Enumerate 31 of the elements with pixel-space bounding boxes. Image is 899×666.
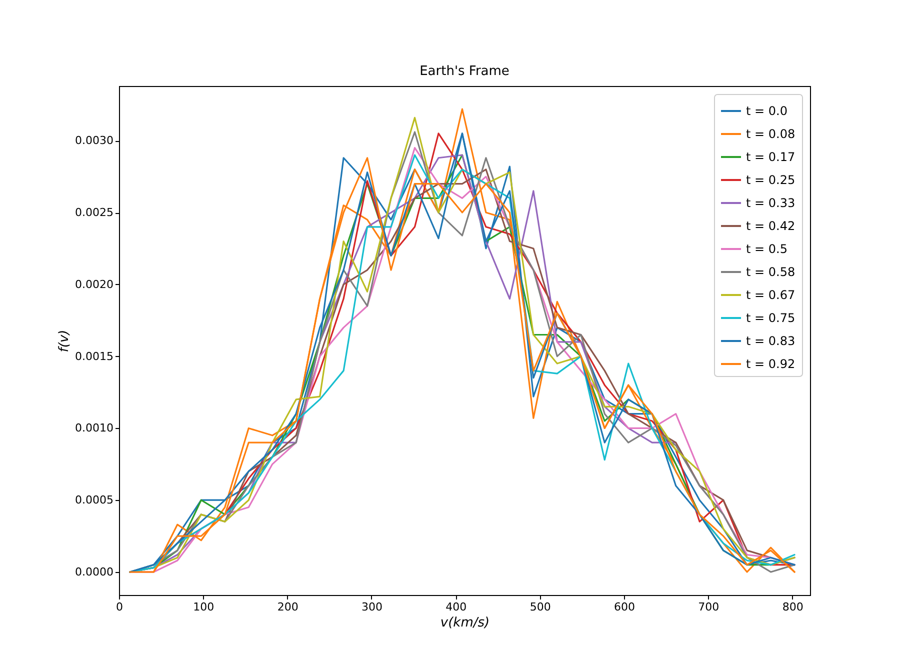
y-tick-label: 0.0000	[75, 565, 114, 578]
legend-label: t = 0.67	[746, 288, 796, 302]
legend-label: t = 0.58	[746, 265, 796, 279]
y-tick-label: 0.0030	[75, 134, 114, 148]
x-tick-label: 400	[446, 600, 467, 614]
x-tick-label: 700	[698, 600, 720, 614]
x-tick-label: 0	[116, 600, 123, 614]
legend-label: t = 0.42	[746, 219, 796, 233]
chart-title: Earth's Frame	[420, 64, 510, 79]
x-axis-title: v(km/s)	[440, 616, 490, 630]
x-tick-label: 800	[782, 600, 804, 614]
x-tick-label: 300	[361, 600, 382, 614]
legend-label: t = 0.0	[746, 104, 788, 118]
y-tick-label: 0.0020	[75, 278, 114, 291]
legend-label: t = 0.25	[746, 173, 796, 187]
legend-label: t = 0.5	[746, 242, 788, 256]
y-tick-label: 0.0010	[75, 422, 114, 435]
x-tick-label: 500	[530, 600, 551, 614]
x-tick-label: 600	[614, 600, 635, 614]
y-tick-label: 0.0005	[75, 494, 114, 507]
y-tick-label: 0.0025	[75, 206, 114, 220]
legend-label: t = 0.92	[746, 357, 796, 371]
y-tick-label: 0.0015	[75, 350, 114, 363]
legend-label: t = 0.17	[746, 150, 796, 164]
y-axis-title: f(v)	[57, 330, 72, 352]
legend-label: t = 0.75	[746, 311, 796, 325]
x-tick-label: 200	[277, 600, 298, 614]
x-tick-label: 100	[193, 600, 214, 614]
legend-label: t = 0.33	[746, 196, 796, 210]
legend-label: t = 0.08	[746, 127, 796, 141]
legend-label: t = 0.83	[746, 334, 796, 348]
